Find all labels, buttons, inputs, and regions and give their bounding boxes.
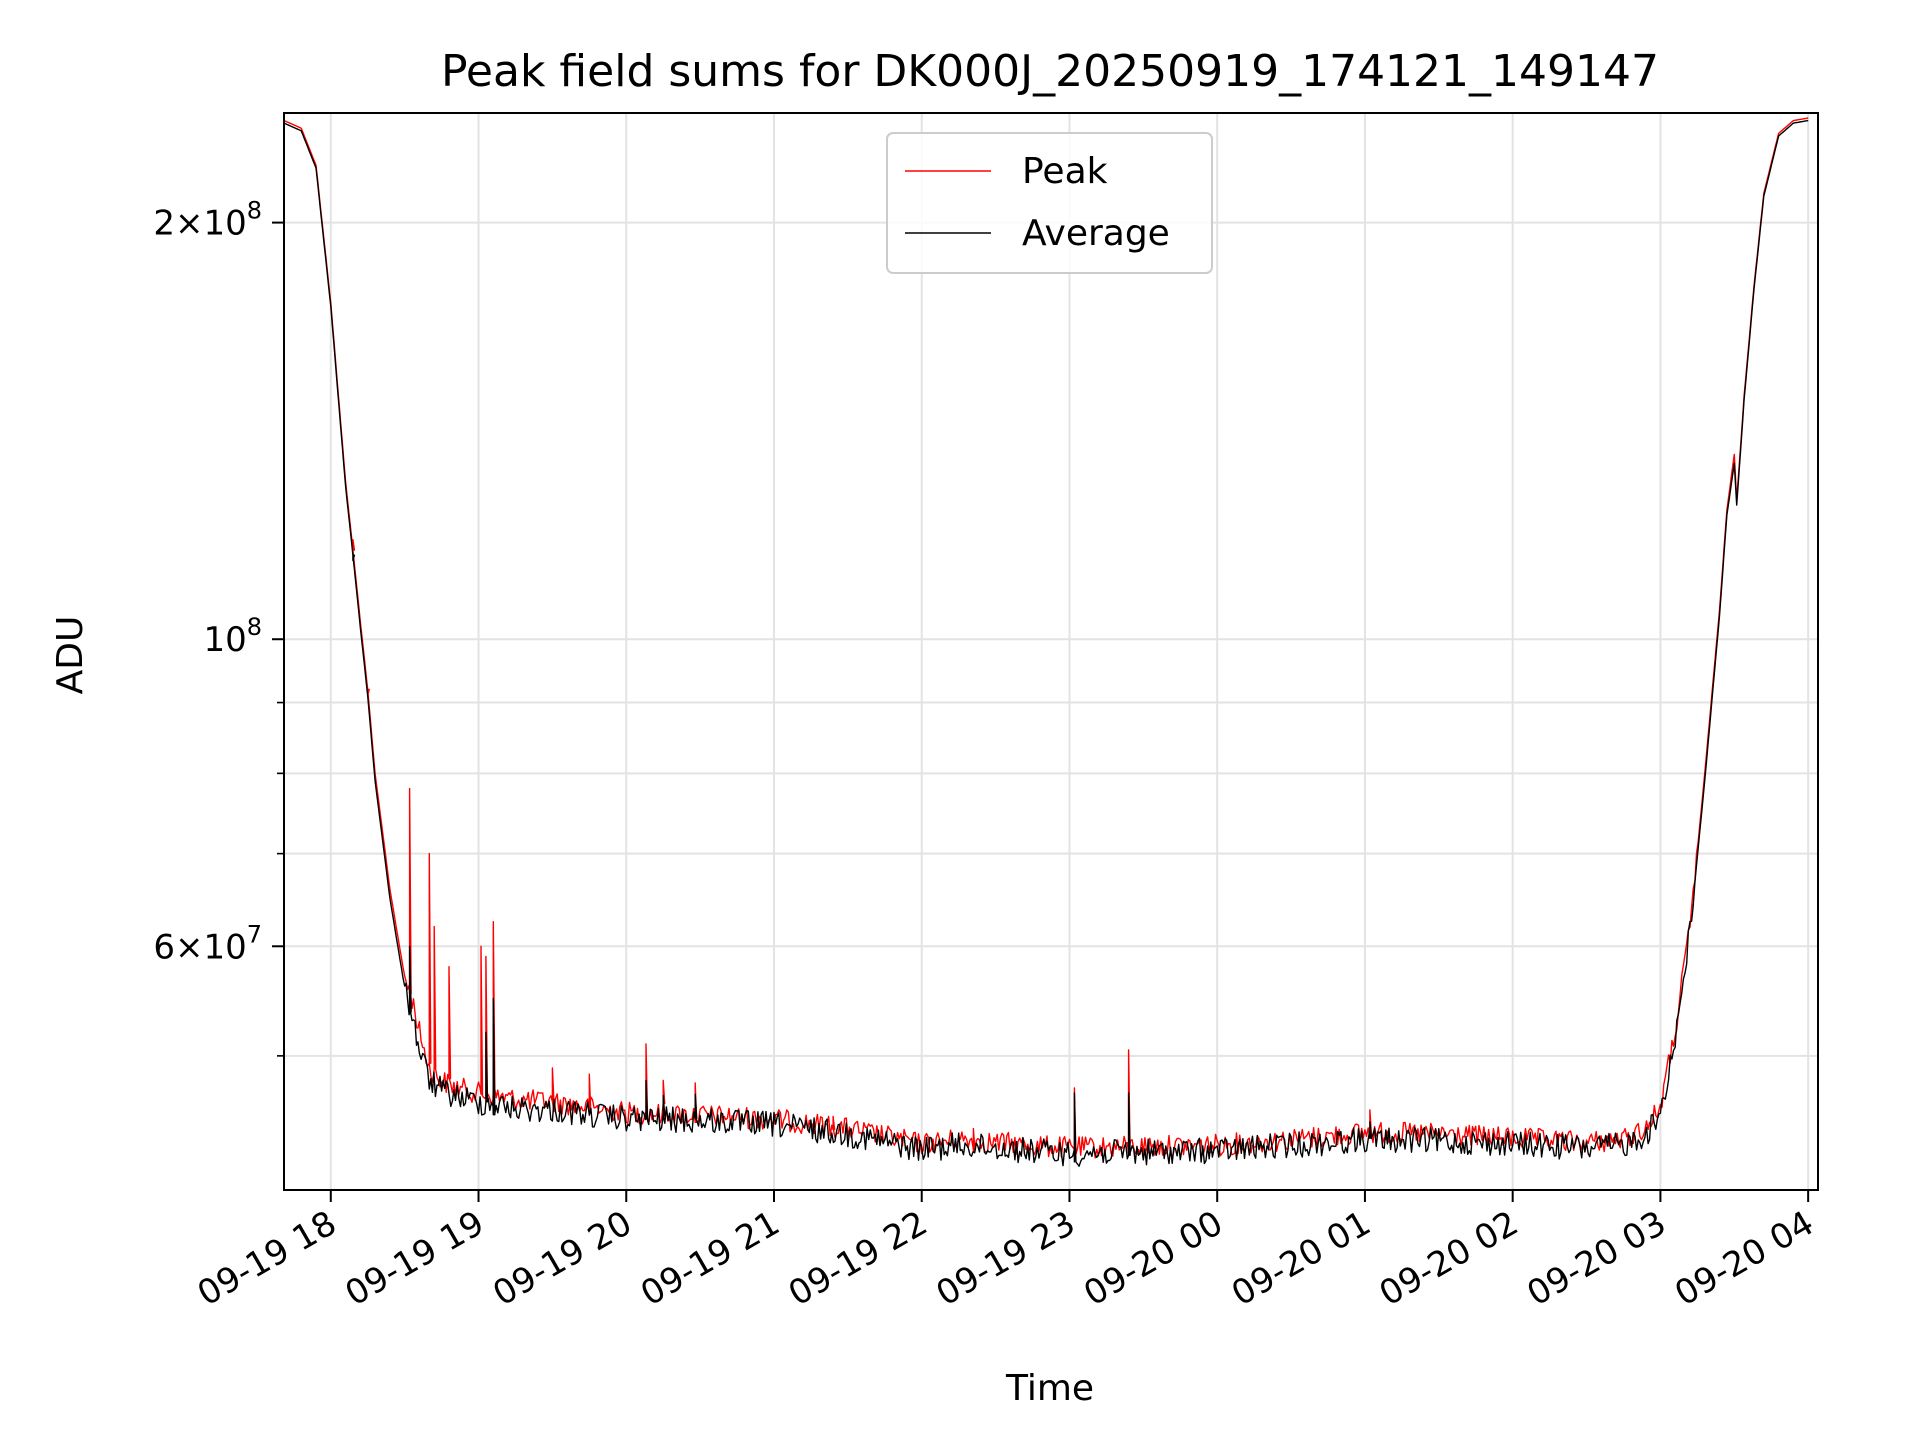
legend: Peak Average: [886, 132, 1213, 274]
legend-label-average: Average: [1022, 213, 1170, 254]
plot-frame: [283, 112, 1819, 1191]
legend-label-peak: Peak: [1022, 151, 1108, 192]
series-line-average: [284, 119, 1809, 1167]
y-tick-label: 108: [203, 613, 262, 660]
y-tick-label: 6×107: [153, 920, 262, 967]
legend-box: [886, 132, 1213, 274]
y-tick-label: 2×108: [153, 197, 262, 244]
y-axis-label: ADU: [50, 616, 91, 695]
x-axis-label: Time: [1005, 1368, 1094, 1409]
plot-series: [284, 117, 1809, 1167]
grid: [284, 113, 1818, 1190]
series-line-peak: [284, 117, 1809, 1159]
chart-title: Peak field sums for DK000J_20250919_1741…: [441, 46, 1659, 97]
